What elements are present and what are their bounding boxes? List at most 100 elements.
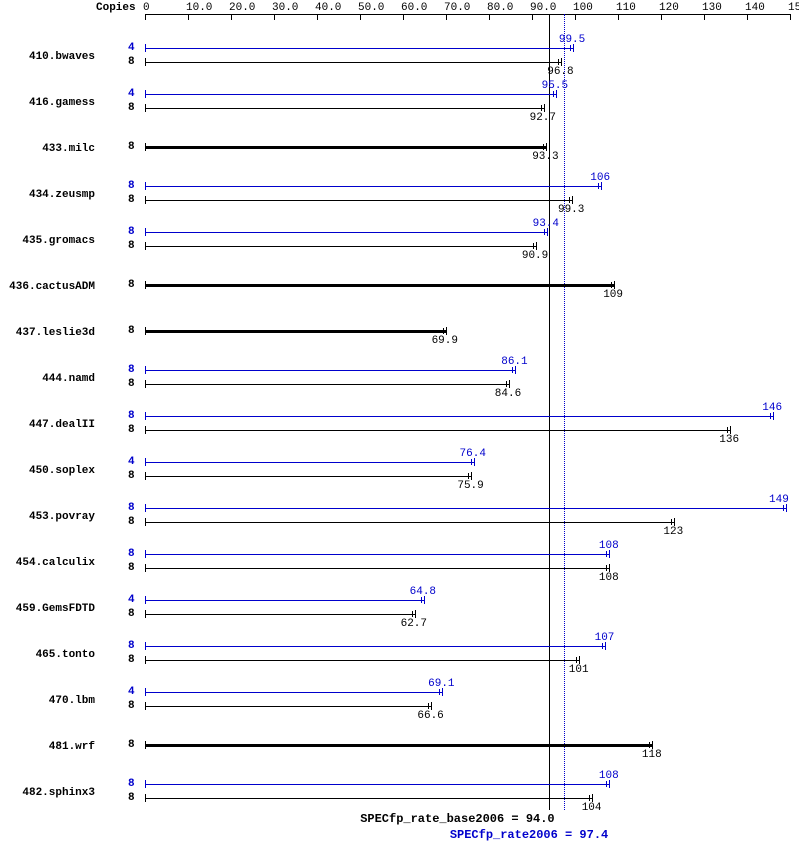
bar-base xyxy=(145,62,561,63)
bar-base xyxy=(145,522,674,523)
axis-tick xyxy=(489,14,490,20)
axis-tick-label: 40.0 xyxy=(315,2,341,14)
bar-peak xyxy=(145,232,547,233)
axis-tick-label: 140 xyxy=(745,2,765,14)
copies-peak: 8 xyxy=(128,226,135,238)
bar-base xyxy=(145,200,572,201)
axis-title: Copies xyxy=(96,2,136,14)
axis-tick xyxy=(446,14,447,20)
bar-peak xyxy=(145,370,515,371)
bar-end-cap-minor xyxy=(443,328,444,334)
benchmark-label: 481.wrf xyxy=(0,741,95,753)
copies-base: 8 xyxy=(128,739,135,751)
bar-end-cap-minor xyxy=(727,427,728,433)
copies-peak: 4 xyxy=(128,594,135,606)
value-label-peak: 108 xyxy=(599,540,619,552)
bar-base xyxy=(145,706,431,707)
copies-base: 8 xyxy=(128,654,135,666)
value-label-peak: 107 xyxy=(595,632,615,644)
value-label-peak: 64.8 xyxy=(410,586,436,598)
value-label-base: 84.6 xyxy=(495,388,521,400)
axis-tick-label: 30.0 xyxy=(272,2,298,14)
copies-base: 8 xyxy=(128,240,135,252)
bar-end-cap xyxy=(544,104,545,112)
bar-peak xyxy=(145,462,474,463)
copies-base: 8 xyxy=(128,608,135,620)
value-label-base: 136 xyxy=(719,434,739,446)
benchmark-label: 416.gamess xyxy=(0,97,95,109)
bar-end-cap xyxy=(609,564,610,572)
bar-peak xyxy=(145,554,609,555)
spec-rate-chart: Copies 010.020.030.040.050.060.070.080.0… xyxy=(0,0,799,831)
bar-peak xyxy=(145,692,442,693)
value-label-base: 96.8 xyxy=(547,66,573,78)
value-label-peak: 106 xyxy=(590,172,610,184)
copies-base: 8 xyxy=(128,102,135,114)
bar-base xyxy=(145,146,546,149)
value-label-peak: 146 xyxy=(762,402,782,414)
copies-base: 8 xyxy=(128,56,135,68)
benchmark-label: 437.leslie3d xyxy=(0,327,95,339)
bar-peak xyxy=(145,784,609,785)
value-label-base: 109 xyxy=(603,289,623,301)
bar-end-cap-minor xyxy=(506,381,507,387)
copies-peak: 8 xyxy=(128,410,135,422)
copies-peak: 4 xyxy=(128,42,135,54)
bar-end-cap-minor xyxy=(558,59,559,65)
axis-tick xyxy=(618,14,619,20)
bar-base xyxy=(145,568,609,569)
axis-tick xyxy=(704,14,705,20)
value-label-peak: 95.5 xyxy=(542,80,568,92)
benchmark-label: 450.soplex xyxy=(0,465,95,477)
axis-tick-label: 120 xyxy=(659,2,679,14)
copies-base: 8 xyxy=(128,516,135,528)
benchmark-label: 435.gromacs xyxy=(0,235,95,247)
bar-peak xyxy=(145,48,573,49)
bar-peak xyxy=(145,508,786,509)
bar-end-cap xyxy=(415,610,416,618)
bar-base xyxy=(145,330,446,333)
bar-end-cap-minor xyxy=(533,243,534,249)
value-label-base: 92.7 xyxy=(530,112,556,124)
bar-base xyxy=(145,384,509,385)
bar-end-cap xyxy=(592,794,593,802)
axis-tick-label: 100 xyxy=(573,2,593,14)
copies-base: 8 xyxy=(128,279,135,291)
axis-tick-label: 110 xyxy=(616,2,636,14)
bar-end-cap xyxy=(536,242,537,250)
copies-peak: 8 xyxy=(128,548,135,560)
axis-tick xyxy=(274,14,275,20)
bar-end-cap-minor xyxy=(611,282,612,288)
bar-end-cap-minor xyxy=(412,611,413,617)
copies-peak: 4 xyxy=(128,456,135,468)
bar-end-cap xyxy=(674,518,675,526)
axis-tick xyxy=(661,14,662,20)
axis-tick-label: 50.0 xyxy=(358,2,384,14)
value-label-peak: 69.1 xyxy=(428,678,454,690)
axis-tick-label: 90.0 xyxy=(530,2,556,14)
benchmark-label: 470.lbm xyxy=(0,695,95,707)
copies-peak: 8 xyxy=(128,778,135,790)
bar-end-cap-minor xyxy=(606,565,607,571)
axis-tick xyxy=(747,14,748,20)
value-label-base: 69.9 xyxy=(432,335,458,347)
bar-end-cap xyxy=(572,196,573,204)
axis-line xyxy=(145,14,790,15)
axis-tick xyxy=(403,14,404,20)
axis-tick-label: 130 xyxy=(702,2,722,14)
benchmark-label: 434.zeusmp xyxy=(0,189,95,201)
value-label-base: 118 xyxy=(642,749,662,761)
reference-line xyxy=(564,14,565,810)
bar-base xyxy=(145,476,471,477)
bar-end-cap-minor xyxy=(468,473,469,479)
bar-end-cap xyxy=(730,426,731,434)
axis-tick xyxy=(145,14,146,20)
bar-base xyxy=(145,284,614,287)
axis-tick-label: 0 xyxy=(143,2,150,14)
value-label-peak: 108 xyxy=(599,770,619,782)
footer-peak-label: SPECfp_rate2006 = 97.4 xyxy=(450,828,608,842)
value-label-peak: 86.1 xyxy=(501,356,527,368)
axis-tick xyxy=(231,14,232,20)
bar-end-cap xyxy=(509,380,510,388)
value-label-base: 62.7 xyxy=(401,618,427,630)
